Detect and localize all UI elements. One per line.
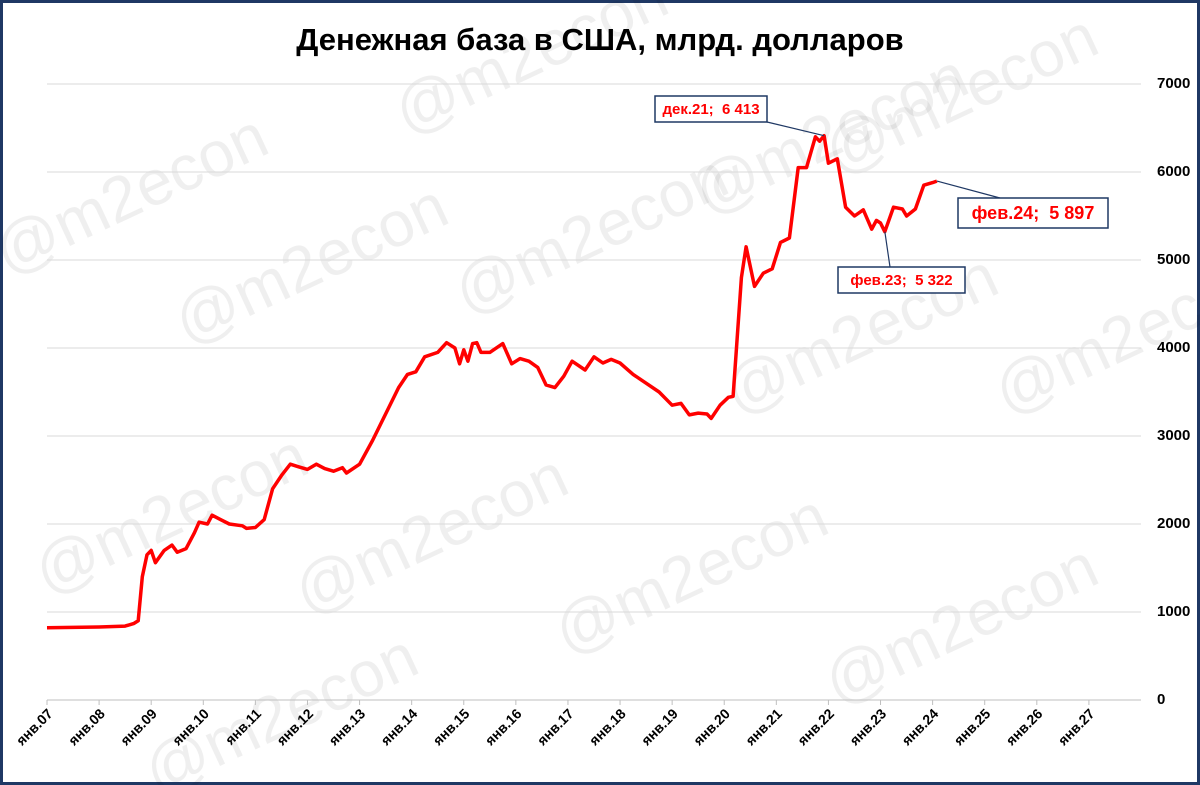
annotation-box [957, 197, 1109, 229]
annotation-label: фев.24; 5 897 [972, 203, 1095, 223]
annotation-label: фев.23; 5 322 [850, 272, 952, 289]
annotation-leader [766, 121, 825, 137]
y-tick-label: 7000 [1157, 75, 1190, 92]
y-tick-label: 0 [1157, 691, 1165, 708]
y-tick-label: 1000 [1157, 603, 1190, 620]
y-tick-label: 3000 [1157, 427, 1190, 444]
y-tick-label: 5000 [1157, 251, 1190, 268]
annotation-box [837, 266, 966, 294]
data-line [46, 133, 938, 630]
chart-title: Денежная база в США, млрд. долларов [296, 22, 903, 57]
annotation-box [654, 95, 768, 123]
annotation-label: дек.21; 6 413 [662, 101, 759, 118]
y-tick-label: 4000 [1157, 339, 1190, 356]
annotation-leader [936, 180, 1001, 199]
annotation-leader [884, 231, 891, 268]
y-tick-label: 6000 [1157, 163, 1190, 180]
y-tick-label: 2000 [1157, 515, 1190, 532]
